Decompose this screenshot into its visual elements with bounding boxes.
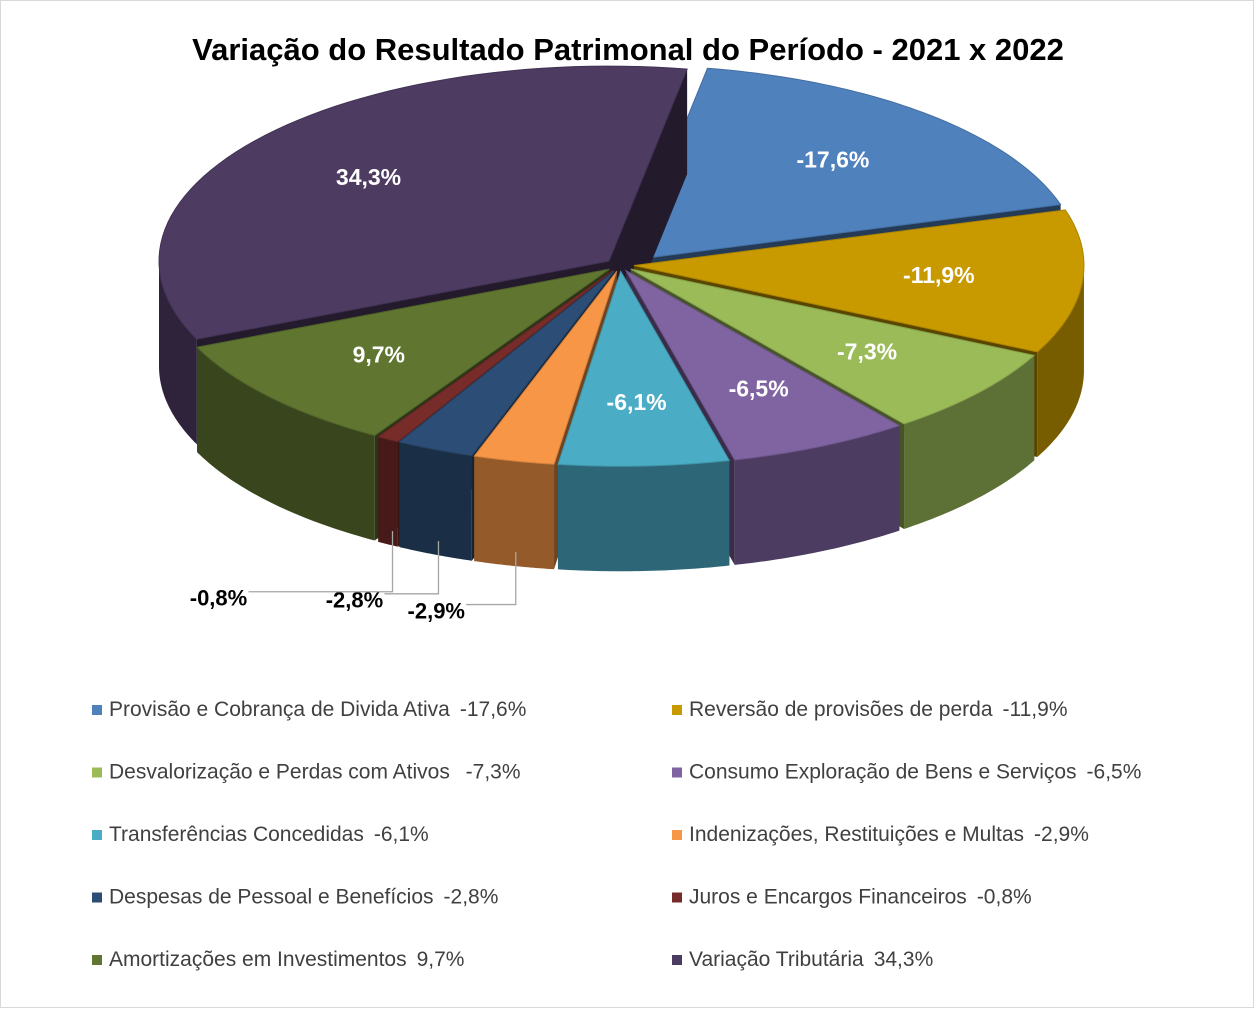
data-label: 34,3%: [336, 164, 401, 190]
leader-line: [248, 530, 394, 593]
slice-wall: [399, 442, 472, 561]
legend-value: -11,9%: [1003, 698, 1068, 721]
legend-label: Transferências Concedidas -6,1%: [109, 823, 429, 846]
slice-wall: [474, 456, 555, 570]
legend-name: Variação Tributária: [689, 948, 864, 971]
legend-name: Despesas de Pessoal e Benefícios: [109, 885, 434, 908]
legend-name: Indenizações, Restituições e Multas: [689, 823, 1024, 846]
data-label: -2,9%: [408, 598, 465, 623]
legend-label: Provisão e Cobrança de Divida Ativa -17,6…: [109, 698, 526, 721]
legend-label: Juros e Encargos Financeiros -0,8%: [689, 885, 1032, 908]
legend-name: Transferências Concedidas: [109, 823, 364, 846]
legend-swatch: [672, 705, 682, 715]
legend-swatch: [92, 955, 102, 965]
data-label: 9,7%: [353, 341, 405, 367]
slice: [158, 65, 688, 340]
slice-wall: [734, 425, 900, 565]
legend-label: Desvalorização e Perdas com Ativos -7,3%: [109, 760, 521, 783]
legend-value: 34,3%: [874, 948, 934, 971]
slice-wall: [1037, 265, 1084, 457]
slice: [557, 270, 731, 467]
slice: [628, 67, 1062, 261]
data-label: -6,5%: [729, 375, 789, 401]
slice: [377, 270, 614, 443]
legend-swatch: [672, 892, 682, 903]
legend-name: Reversão de provisões de perda: [689, 698, 993, 721]
slice: [624, 269, 901, 461]
data-label: -11,9%: [903, 262, 975, 288]
legend-name: Desvalorização e Perdas com Ativos: [109, 760, 456, 783]
legend-swatch: [92, 830, 102, 840]
legend-value: -2,9%: [1034, 823, 1089, 846]
legend-value: -2,8%: [444, 885, 499, 908]
legend-name: Consumo Exploração de Bens e Serviços: [689, 760, 1077, 783]
legend-value: -6,1%: [374, 823, 429, 846]
legend-swatch: [672, 955, 682, 965]
data-label: -6,1%: [607, 389, 667, 415]
slice: [633, 209, 1085, 353]
slice-wall: [158, 261, 197, 445]
legend-value: -6,5%: [1087, 760, 1142, 783]
legend-swatch: [672, 830, 682, 840]
legend-label: Amortizações em Investimentos 9,7%: [109, 948, 464, 971]
legend-name: Juros e Encargos Financeiros: [689, 885, 967, 908]
data-label: -0,8%: [190, 586, 247, 611]
legend-value: -0,8%: [977, 885, 1032, 908]
data-label: -7,3%: [837, 338, 897, 364]
legend-name: Provisão e Cobrança de Divida Ativa: [109, 698, 450, 721]
legend-value: -7,3%: [466, 760, 521, 783]
slice: [473, 270, 618, 465]
leader-line: [384, 541, 440, 595]
legend-swatch: [672, 767, 682, 778]
legend-swatch: [92, 767, 102, 778]
legend-label: Despesas de Pessoal e Benefícios -2,8%: [109, 885, 498, 908]
leader-line: [466, 552, 517, 606]
slice-wall: [378, 436, 398, 547]
chart-title: Variação do Resultado Patrimonal do Perí…: [192, 32, 1064, 67]
data-label: -17,6%: [796, 146, 869, 172]
legend-label: Consumo Exploração de Bens e Serviços -6,…: [689, 760, 1141, 783]
slice-wall: [904, 355, 1035, 529]
slice: [196, 268, 610, 437]
slice-wall: [557, 460, 730, 572]
legend-label: Indenizações, Restituições e Multas -2,9%: [689, 823, 1089, 846]
legend-value: 9,7%: [417, 948, 465, 971]
slice-wall: [197, 347, 375, 541]
legend-name: Amortizações em Investimentos: [109, 948, 407, 971]
slice: [398, 270, 615, 457]
legend-label: Variação Tributária 34,3%: [689, 948, 933, 971]
legend-swatch: [92, 892, 102, 903]
slice: [630, 268, 1036, 425]
legend-label: Reversão de provisões de perda -11,9%: [689, 698, 1068, 721]
legend-swatch: [92, 705, 102, 715]
legend-value: -17,6%: [460, 698, 527, 721]
